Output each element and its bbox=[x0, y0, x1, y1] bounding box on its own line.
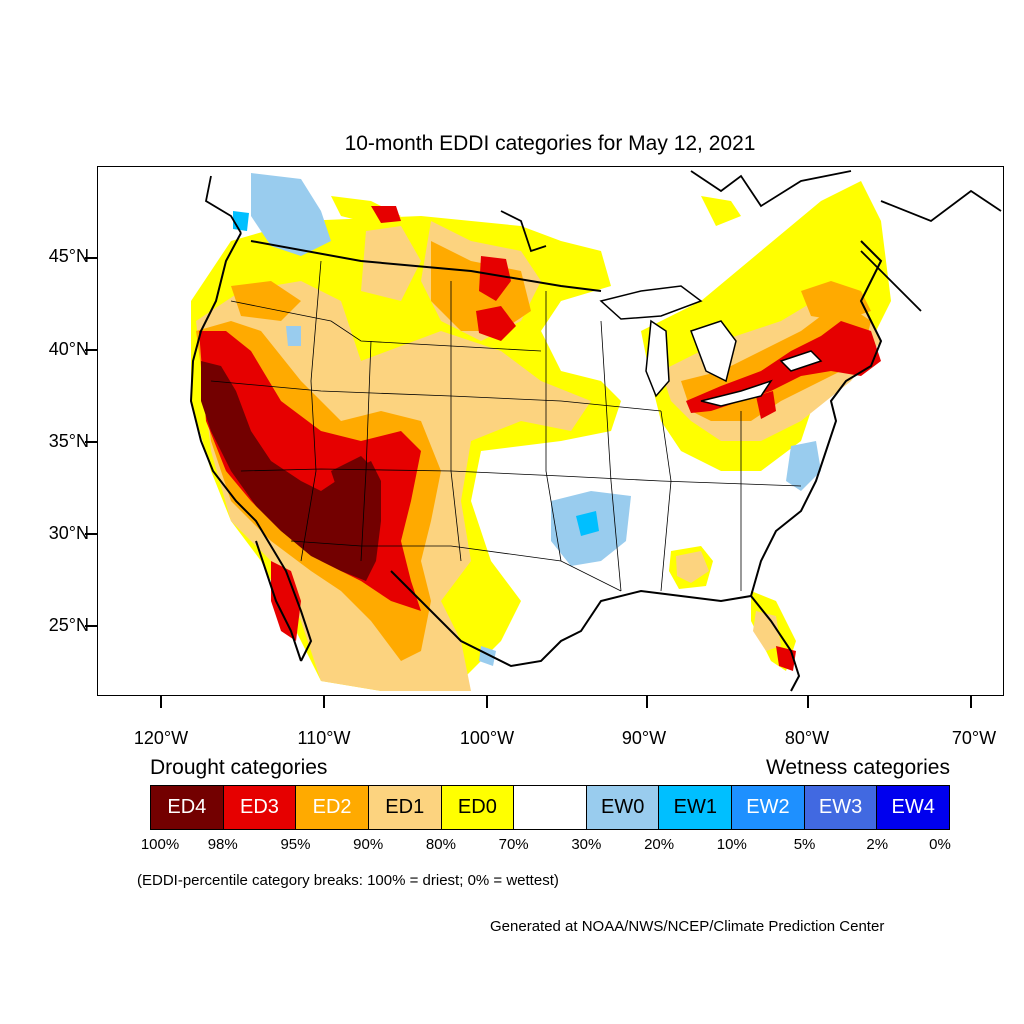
lat-label-30: 30°N bbox=[48, 523, 89, 543]
lon-label-80: 80°W bbox=[784, 728, 830, 748]
percentile-label: 5% bbox=[793, 836, 816, 853]
percentile-label: 30% bbox=[571, 836, 602, 853]
lat-tick bbox=[85, 625, 97, 627]
lat-label-35: 35°N bbox=[48, 431, 89, 451]
percentile-label: 100% bbox=[140, 836, 180, 853]
lon-tick bbox=[970, 696, 972, 708]
coastline bbox=[189, 232, 883, 692]
lat-label-25: 25°N bbox=[48, 615, 89, 635]
legend-swatch: ED3 bbox=[223, 786, 297, 829]
lon-label-120: 120°W bbox=[133, 728, 189, 748]
percentile-label: 95% bbox=[280, 836, 311, 853]
legend-swatch: EW1 bbox=[659, 786, 733, 829]
percentile-label: 98% bbox=[207, 836, 238, 853]
ew0-region bbox=[251, 173, 821, 666]
legend-swatch: ED4 bbox=[151, 786, 224, 829]
legend-swatch bbox=[514, 786, 587, 829]
great-lakes bbox=[599, 285, 823, 407]
lon-tick bbox=[486, 696, 488, 708]
lon-tick bbox=[807, 696, 809, 708]
percentile-label: 2% bbox=[866, 836, 889, 853]
lat-label-45: 45°N bbox=[48, 246, 89, 266]
state-borders bbox=[210, 260, 802, 592]
lon-label-90: 90°W bbox=[621, 728, 667, 748]
legend-colorbar: ED4 ED3 ED2 ED1 ED0 EW0 EW1 EW2 EW3 EW4 bbox=[150, 785, 950, 830]
drought-heading: Drought categories bbox=[150, 756, 328, 779]
legend-swatch: ED2 bbox=[296, 786, 369, 829]
percentile-label: 90% bbox=[353, 836, 384, 853]
lat-tick bbox=[85, 257, 97, 259]
wetness-heading: Wetness categories bbox=[765, 756, 950, 779]
lat-tick bbox=[85, 349, 97, 351]
lon-label-110: 110°W bbox=[297, 728, 351, 748]
legend-swatch: EW2 bbox=[732, 786, 805, 829]
legend-swatch: ED0 bbox=[441, 786, 515, 829]
percentile-label: 10% bbox=[716, 836, 747, 853]
legend-swatch: ED1 bbox=[368, 786, 442, 829]
percentile-label: 70% bbox=[498, 836, 529, 853]
lon-label-100: 100°W bbox=[459, 728, 515, 748]
percentile-label: 80% bbox=[425, 836, 456, 853]
lat-label-40: 40°N bbox=[48, 339, 89, 359]
lon-tick bbox=[160, 696, 162, 708]
percentile-label: 0% bbox=[929, 836, 951, 853]
map-title: 10-month EDDI categories for May 12, 202… bbox=[344, 132, 756, 155]
percentile-label: 20% bbox=[644, 836, 675, 853]
canada-coast bbox=[204, 170, 1002, 312]
lon-tick bbox=[646, 696, 648, 708]
lat-tick bbox=[85, 441, 97, 443]
credit-line: Generated at NOAA/NWS/NCEP/Climate Predi… bbox=[490, 918, 885, 935]
lat-tick bbox=[85, 533, 97, 535]
legend-swatch: EW3 bbox=[804, 786, 878, 829]
map-plot-area bbox=[97, 166, 1004, 696]
lon-label-70: 70°W bbox=[951, 728, 997, 748]
lon-tick bbox=[323, 696, 325, 708]
category-note: (EDDI-percentile category breaks: 100% =… bbox=[137, 872, 559, 889]
conus-map-svg bbox=[189, 170, 1002, 692]
legend-swatch: EW4 bbox=[877, 786, 950, 829]
legend-swatch: EW0 bbox=[586, 786, 660, 829]
